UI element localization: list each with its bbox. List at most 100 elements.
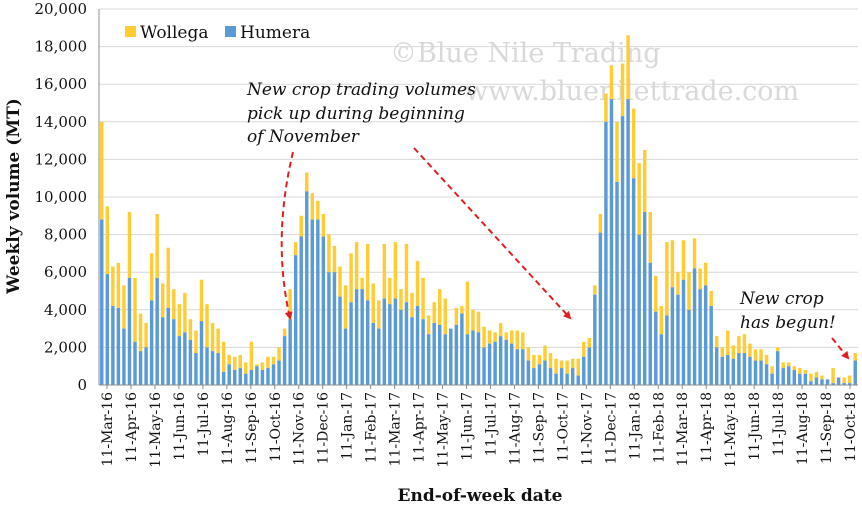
bar-wollega (604, 93, 608, 122)
bar-wollega (127, 212, 132, 278)
y-tick-label: 12,000 (35, 150, 88, 168)
x-tick-label: 11-May-17 (436, 392, 452, 468)
bar-humera (288, 319, 292, 385)
bar-wollega (382, 244, 387, 299)
bar-humera (382, 298, 387, 385)
bar-humera (116, 307, 121, 385)
bar-humera (759, 360, 763, 385)
bar-wollega (615, 121, 619, 182)
bar-wollega (737, 336, 741, 354)
x-tick-label: 11-Dec-16 (316, 392, 332, 465)
x-tick-label: 11-Jun-17 (460, 392, 476, 461)
bar-wollega (676, 272, 680, 295)
bar-wollega (460, 306, 464, 314)
x-tick-label: 11-Dec-17 (603, 392, 619, 464)
bar-wollega (521, 332, 525, 350)
bar-humera (620, 116, 625, 385)
bar-humera (188, 339, 193, 385)
bar-humera (587, 347, 592, 385)
bar-wollega (809, 373, 813, 382)
x-tick-label: 11-Sep-16 (244, 392, 260, 464)
bar-wollega (770, 366, 774, 374)
bar-humera (809, 381, 813, 385)
bar-humera (626, 99, 630, 386)
annotation-2-arrow-oct18 (831, 337, 850, 360)
bar-wollega (299, 215, 303, 237)
watermark-line: ©Blue Nile Trading (390, 38, 661, 69)
bar-humera (271, 364, 276, 385)
annotation-1-arrow-oct17 (413, 147, 572, 320)
bar-humera (277, 360, 281, 385)
watermark: ©Blue Nile Trading www.bluenilettrade.com (390, 38, 799, 107)
bar-humera (476, 332, 481, 385)
bar-wollega (781, 362, 785, 369)
bar-humera (465, 334, 470, 385)
y-tick-label: 14,000 (35, 113, 88, 131)
bar-humera (238, 368, 242, 385)
bar-humera (836, 377, 841, 385)
bar-wollega (393, 242, 398, 299)
bar-humera (526, 360, 531, 385)
bar-wollega (515, 330, 519, 350)
bar-humera (642, 212, 647, 385)
bar-humera (521, 349, 525, 385)
bar-humera (172, 319, 176, 385)
legend-label-humera: Humera (240, 23, 310, 43)
bar-humera (548, 368, 553, 385)
bar-humera (449, 328, 453, 385)
bar-humera (825, 379, 830, 385)
bar-wollega (842, 377, 846, 384)
bar-humera (255, 366, 259, 385)
bar-wollega (487, 330, 492, 344)
bar-wollega (266, 356, 270, 369)
annotation-2-line: New crop (739, 289, 824, 309)
bar-humera (554, 373, 558, 385)
bar-humera (177, 336, 182, 385)
x-tick-label: 11-Feb-18 (651, 392, 667, 463)
bar-humera (593, 294, 597, 385)
axes (98, 9, 858, 386)
bar-wollega (698, 268, 702, 290)
bar-wollega (349, 253, 353, 303)
bar-humera (149, 300, 154, 385)
y-tick-label: 8,000 (44, 226, 87, 244)
bar-humera (205, 347, 209, 385)
bar-wollega (166, 247, 170, 308)
bar-humera (360, 289, 364, 385)
bar-wollega (609, 65, 614, 100)
bar-humera (233, 369, 237, 385)
y-tick-label: 20,000 (35, 0, 88, 18)
bar-humera (570, 368, 575, 385)
bar-wollega (626, 35, 630, 100)
bar-humera (814, 377, 819, 385)
bar-wollega (565, 360, 569, 374)
bar-humera (122, 328, 126, 385)
y-tick-label: 10,000 (35, 188, 88, 206)
bar-wollega (238, 354, 242, 369)
bar-humera (659, 334, 664, 385)
bar-humera (404, 302, 409, 385)
bar-wollega (432, 302, 436, 323)
bar-humera (770, 373, 774, 385)
y-tick-label: 16,000 (35, 75, 88, 93)
bar-wollega (687, 272, 691, 310)
legend-swatch-humera (225, 26, 236, 37)
bar-wollega (249, 341, 254, 370)
bar-humera (609, 99, 614, 386)
legend-swatch-wollega (125, 26, 136, 37)
bar-humera (510, 343, 514, 385)
bar-wollega (404, 244, 409, 303)
bar-wollega (548, 353, 553, 369)
bar-humera (194, 353, 198, 385)
bar-humera (327, 272, 331, 385)
bar-wollega (709, 291, 713, 307)
bar-wollega (582, 341, 586, 357)
bar-humera (421, 319, 425, 385)
bar-wollega (720, 347, 724, 357)
bar-humera (266, 368, 270, 385)
bar-humera (543, 360, 547, 385)
bar-wollega (149, 253, 154, 301)
y-tick-label: 0 (77, 376, 87, 394)
bar-wollega (122, 285, 126, 329)
bar-wollega (543, 345, 547, 361)
